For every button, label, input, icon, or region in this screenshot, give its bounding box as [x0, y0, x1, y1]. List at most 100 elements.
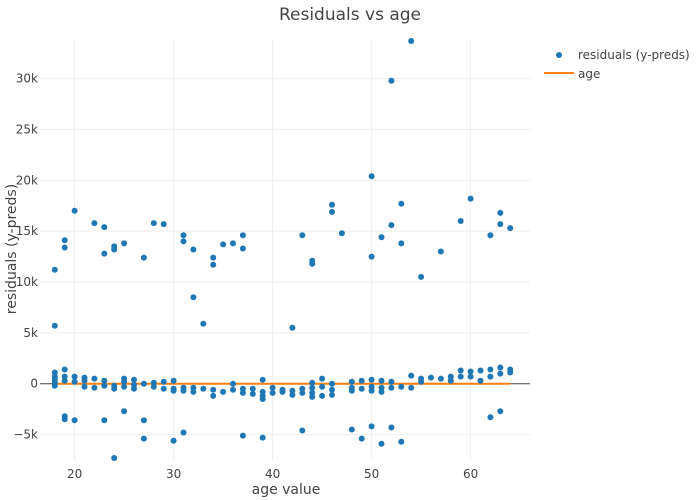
residual-point: [61, 366, 68, 373]
residual-point: [210, 261, 217, 268]
residual-point: [398, 438, 405, 445]
residual-point: [497, 370, 504, 377]
residual-point: [447, 373, 454, 380]
residual-point: [487, 366, 494, 373]
residual-point: [140, 417, 147, 424]
residual-point: [150, 383, 157, 390]
x-tick-label: 30: [166, 467, 181, 481]
residual-point: [230, 240, 236, 247]
residual-point: [437, 375, 444, 382]
residual-point: [111, 455, 118, 461]
residual-point: [131, 385, 137, 392]
residual-point: [378, 377, 385, 384]
y-tick-label: 15k: [16, 224, 38, 238]
residual-point: [467, 195, 474, 202]
residual-point: [61, 237, 68, 244]
residual-point: [220, 388, 227, 395]
residual-point: [111, 385, 118, 392]
residual-point: [299, 385, 306, 392]
residual-point: [319, 392, 326, 399]
legend[interactable]: residuals (y-preds) age: [544, 48, 690, 81]
residual-point: [210, 254, 217, 261]
residual-point: [398, 200, 405, 207]
residual-point: [348, 426, 355, 433]
residual-point: [200, 385, 207, 392]
residual-point: [101, 250, 108, 257]
residual-point: [507, 369, 514, 376]
residual-point: [388, 378, 395, 385]
residual-point: [239, 232, 246, 239]
residual-point: [180, 429, 187, 436]
residual-point: [378, 440, 385, 447]
residual-point: [348, 387, 355, 394]
residual-point: [408, 372, 415, 379]
residual-point: [388, 424, 395, 431]
residual-point: [51, 322, 58, 329]
residual-point: [111, 246, 118, 253]
residual-point: [388, 222, 395, 229]
residual-point: [408, 38, 415, 44]
residual-point: [428, 374, 434, 381]
x-tick-label: 20: [67, 467, 82, 481]
residual-point: [309, 260, 316, 267]
residual-point: [200, 320, 207, 327]
residual-point: [51, 382, 58, 389]
residual-point: [467, 373, 474, 380]
residual-point: [329, 208, 335, 215]
x-axis-label: age value: [252, 482, 321, 498]
residual-point: [477, 377, 484, 384]
residual-point: [239, 389, 246, 396]
residual-point: [131, 381, 137, 388]
residual-point: [51, 266, 58, 273]
residual-point: [91, 384, 98, 391]
x-tick-label: 40: [265, 467, 280, 481]
residual-point: [101, 377, 108, 384]
residual-point: [368, 387, 375, 394]
residual-point: [249, 390, 256, 397]
residual-point: [269, 389, 276, 396]
residual-point: [170, 377, 177, 384]
residual-point: [91, 220, 98, 227]
residual-point: [180, 387, 187, 394]
residual-point: [368, 253, 375, 260]
residual-point: [121, 408, 128, 415]
residual-point: [309, 393, 316, 400]
residual-point: [497, 408, 504, 415]
residual-point: [457, 218, 464, 224]
residual-point: [368, 173, 375, 180]
residual-point: [289, 391, 296, 398]
residual-point: [61, 377, 68, 384]
residual-point: [71, 378, 78, 385]
residual-point: [259, 396, 266, 402]
residual-point: [309, 384, 316, 391]
residual-point: [497, 209, 504, 216]
residual-point: [338, 230, 345, 237]
residual-point: [269, 384, 276, 391]
residual-point: [150, 379, 157, 386]
residual-point: [329, 386, 335, 393]
residual-point: [497, 364, 504, 371]
residual-point: [437, 248, 444, 255]
grid: [40, 40, 530, 460]
residual-point: [457, 373, 464, 380]
residual-point: [348, 378, 355, 385]
residual-point: [457, 367, 464, 374]
y-tick-label: 5k: [23, 326, 38, 340]
residual-point: [358, 435, 365, 442]
residual-point: [259, 434, 266, 441]
residual-point: [220, 241, 227, 248]
residual-point: [319, 383, 326, 390]
residual-point: [230, 386, 236, 393]
scatter-points-group: [51, 38, 514, 461]
y-tick-label: 10k: [16, 275, 38, 289]
residual-point: [140, 380, 147, 387]
residual-point: [467, 368, 474, 375]
residual-point: [190, 246, 197, 253]
residual-point: [101, 382, 108, 389]
y-tick-labels: −5k 0 5k 10k 15k 20k 25k 30k: [13, 72, 38, 442]
legend-label-residuals: residuals (y-preds): [578, 48, 690, 62]
residual-point: [170, 437, 177, 444]
residual-point: [190, 294, 197, 301]
residual-point: [358, 377, 365, 384]
residual-point: [289, 324, 296, 331]
